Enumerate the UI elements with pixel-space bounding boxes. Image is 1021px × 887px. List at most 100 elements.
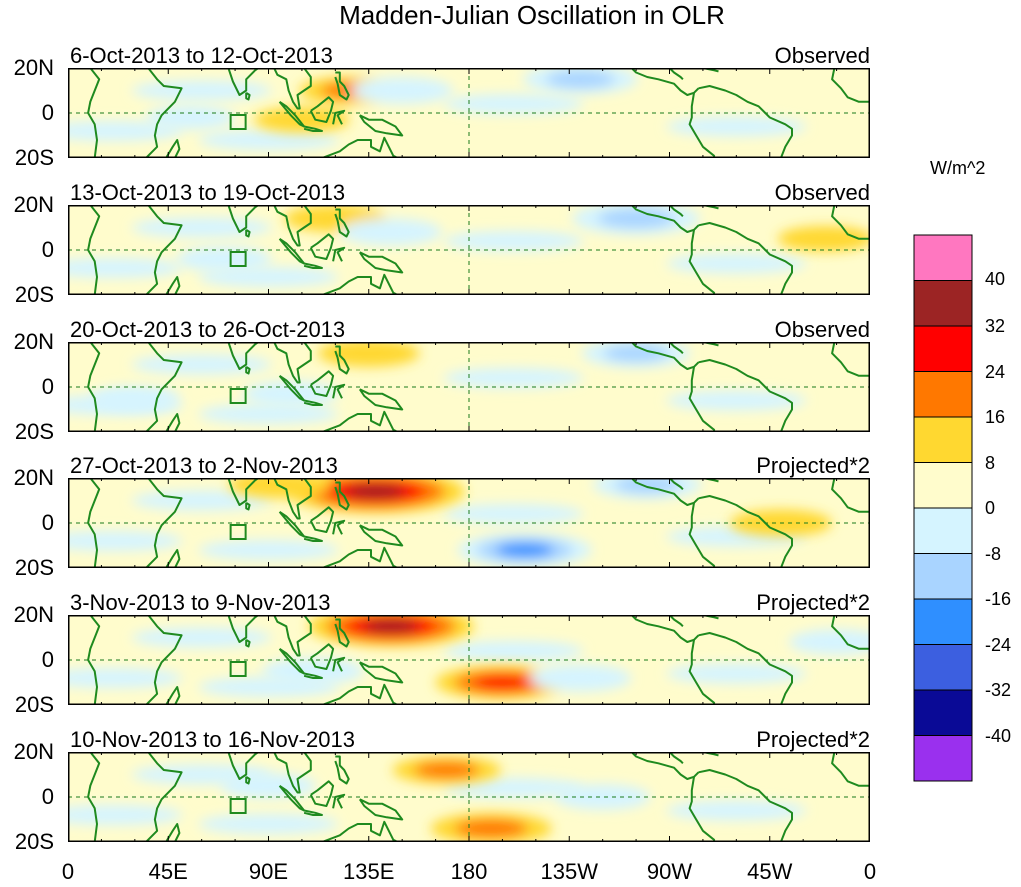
coastline — [273, 478, 312, 520]
coastline — [145, 615, 183, 705]
colorbar-swatch — [913, 735, 973, 782]
coastline — [332, 246, 346, 262]
lake-outline — [229, 114, 247, 130]
panel-type-label: Projected*2 — [756, 590, 870, 615]
colorbar-tick-label: 0 — [985, 498, 996, 518]
panel-date-range: 6-Oct-2013 to 12-Oct-2013 — [70, 43, 333, 68]
coastline — [332, 656, 346, 672]
coastline — [165, 413, 181, 432]
coastline — [245, 775, 251, 785]
coastline — [668, 68, 684, 81]
lon-tick-label: 45W — [747, 859, 793, 884]
coastline — [165, 549, 181, 568]
olr-anomaly-map — [68, 342, 870, 432]
anomaly-contour — [228, 478, 331, 499]
lon-tick-label: 90E — [248, 859, 289, 884]
anomaly-contour — [597, 208, 675, 229]
coastline — [145, 342, 183, 432]
coastline — [87, 478, 101, 568]
coastline — [309, 370, 335, 397]
coastline — [145, 478, 183, 568]
coastline — [630, 342, 700, 370]
coastline — [309, 506, 335, 533]
coastline — [358, 251, 404, 274]
coastline — [332, 109, 346, 125]
coastline — [358, 388, 404, 411]
anomaly-background-band — [666, 390, 807, 411]
coastline — [332, 793, 346, 809]
coastline — [321, 546, 399, 568]
colorbar-swatch — [913, 416, 973, 463]
lat-tick-label: 20N — [13, 465, 54, 490]
anomaly-background-band — [443, 504, 584, 524]
panel-type-label: Observed — [774, 180, 870, 205]
coastline — [87, 615, 101, 705]
coastline — [303, 535, 323, 542]
colorbar-tick-label: 32 — [985, 316, 1006, 336]
lat-tick-label: 20N — [13, 329, 54, 354]
olr-anomaly-map — [68, 478, 870, 568]
anomaly-contour — [363, 619, 419, 634]
anomaly-contour — [454, 819, 528, 838]
lon-tick-label: 135W — [540, 859, 598, 884]
coastline — [668, 752, 684, 765]
coastline — [309, 233, 335, 260]
coastline — [321, 820, 399, 842]
anomaly-contour — [254, 106, 350, 133]
anomaly-contour — [529, 664, 632, 692]
colorbar-swatch — [913, 462, 973, 509]
panel-date-range: 3-Nov-2013 to 9-Nov-2013 — [70, 590, 331, 615]
anomaly-background-band — [443, 368, 584, 388]
coastline — [309, 643, 335, 670]
anomaly-background-band — [443, 231, 584, 251]
olr-anomaly-map — [68, 205, 870, 295]
anomaly-background-band — [131, 80, 272, 101]
lake-outline — [229, 661, 247, 677]
lon-tick-label: 45E — [148, 859, 188, 884]
coastline — [145, 205, 183, 295]
coastline — [309, 96, 335, 123]
coastline — [165, 276, 181, 295]
coastline — [309, 780, 335, 807]
coastline — [273, 615, 312, 657]
coastline — [87, 752, 101, 842]
colorbar-tick-label: -8 — [985, 543, 1002, 564]
coastline — [303, 125, 323, 132]
anomaly-contour — [788, 629, 870, 655]
anomaly-background-band — [666, 663, 807, 684]
lat-tick-label: 20S — [14, 555, 54, 580]
anomaly-contour — [242, 380, 339, 407]
coastline — [630, 615, 700, 643]
colorbar-tick-label: -40 — [985, 725, 1012, 746]
coastline — [273, 68, 312, 110]
olr-anomaly-map — [68, 68, 870, 158]
coastline — [303, 399, 323, 406]
colorbar-tick-label: -16 — [985, 589, 1012, 609]
coastline — [226, 615, 261, 643]
coastline — [303, 809, 323, 816]
olr-anomaly-map — [68, 615, 870, 705]
coastline — [358, 114, 404, 137]
anomaly-background-band — [666, 800, 807, 821]
coastline — [321, 273, 399, 295]
coastline — [831, 752, 870, 787]
coastline — [87, 205, 101, 295]
anomaly-contour — [340, 218, 443, 246]
anomaly-background-band — [443, 778, 584, 798]
anomaly-background-band — [131, 354, 272, 375]
anomaly-background-band — [443, 94, 584, 114]
colorbar-swatch — [913, 325, 973, 372]
coastline — [334, 208, 350, 238]
lake-outline — [229, 798, 247, 814]
anomaly-contour — [345, 484, 406, 499]
coastline — [668, 615, 684, 628]
anomaly-contour — [145, 105, 236, 130]
anomaly-background-band — [666, 253, 807, 274]
coastline — [332, 383, 346, 399]
coastline — [688, 502, 716, 568]
coastline — [321, 410, 399, 432]
lat-tick-label: 20S — [14, 419, 54, 444]
panel-date-range: 10-Nov-2013 to 16-Nov-2013 — [70, 727, 355, 752]
anomaly-contour — [351, 77, 454, 104]
coastline — [688, 92, 716, 158]
